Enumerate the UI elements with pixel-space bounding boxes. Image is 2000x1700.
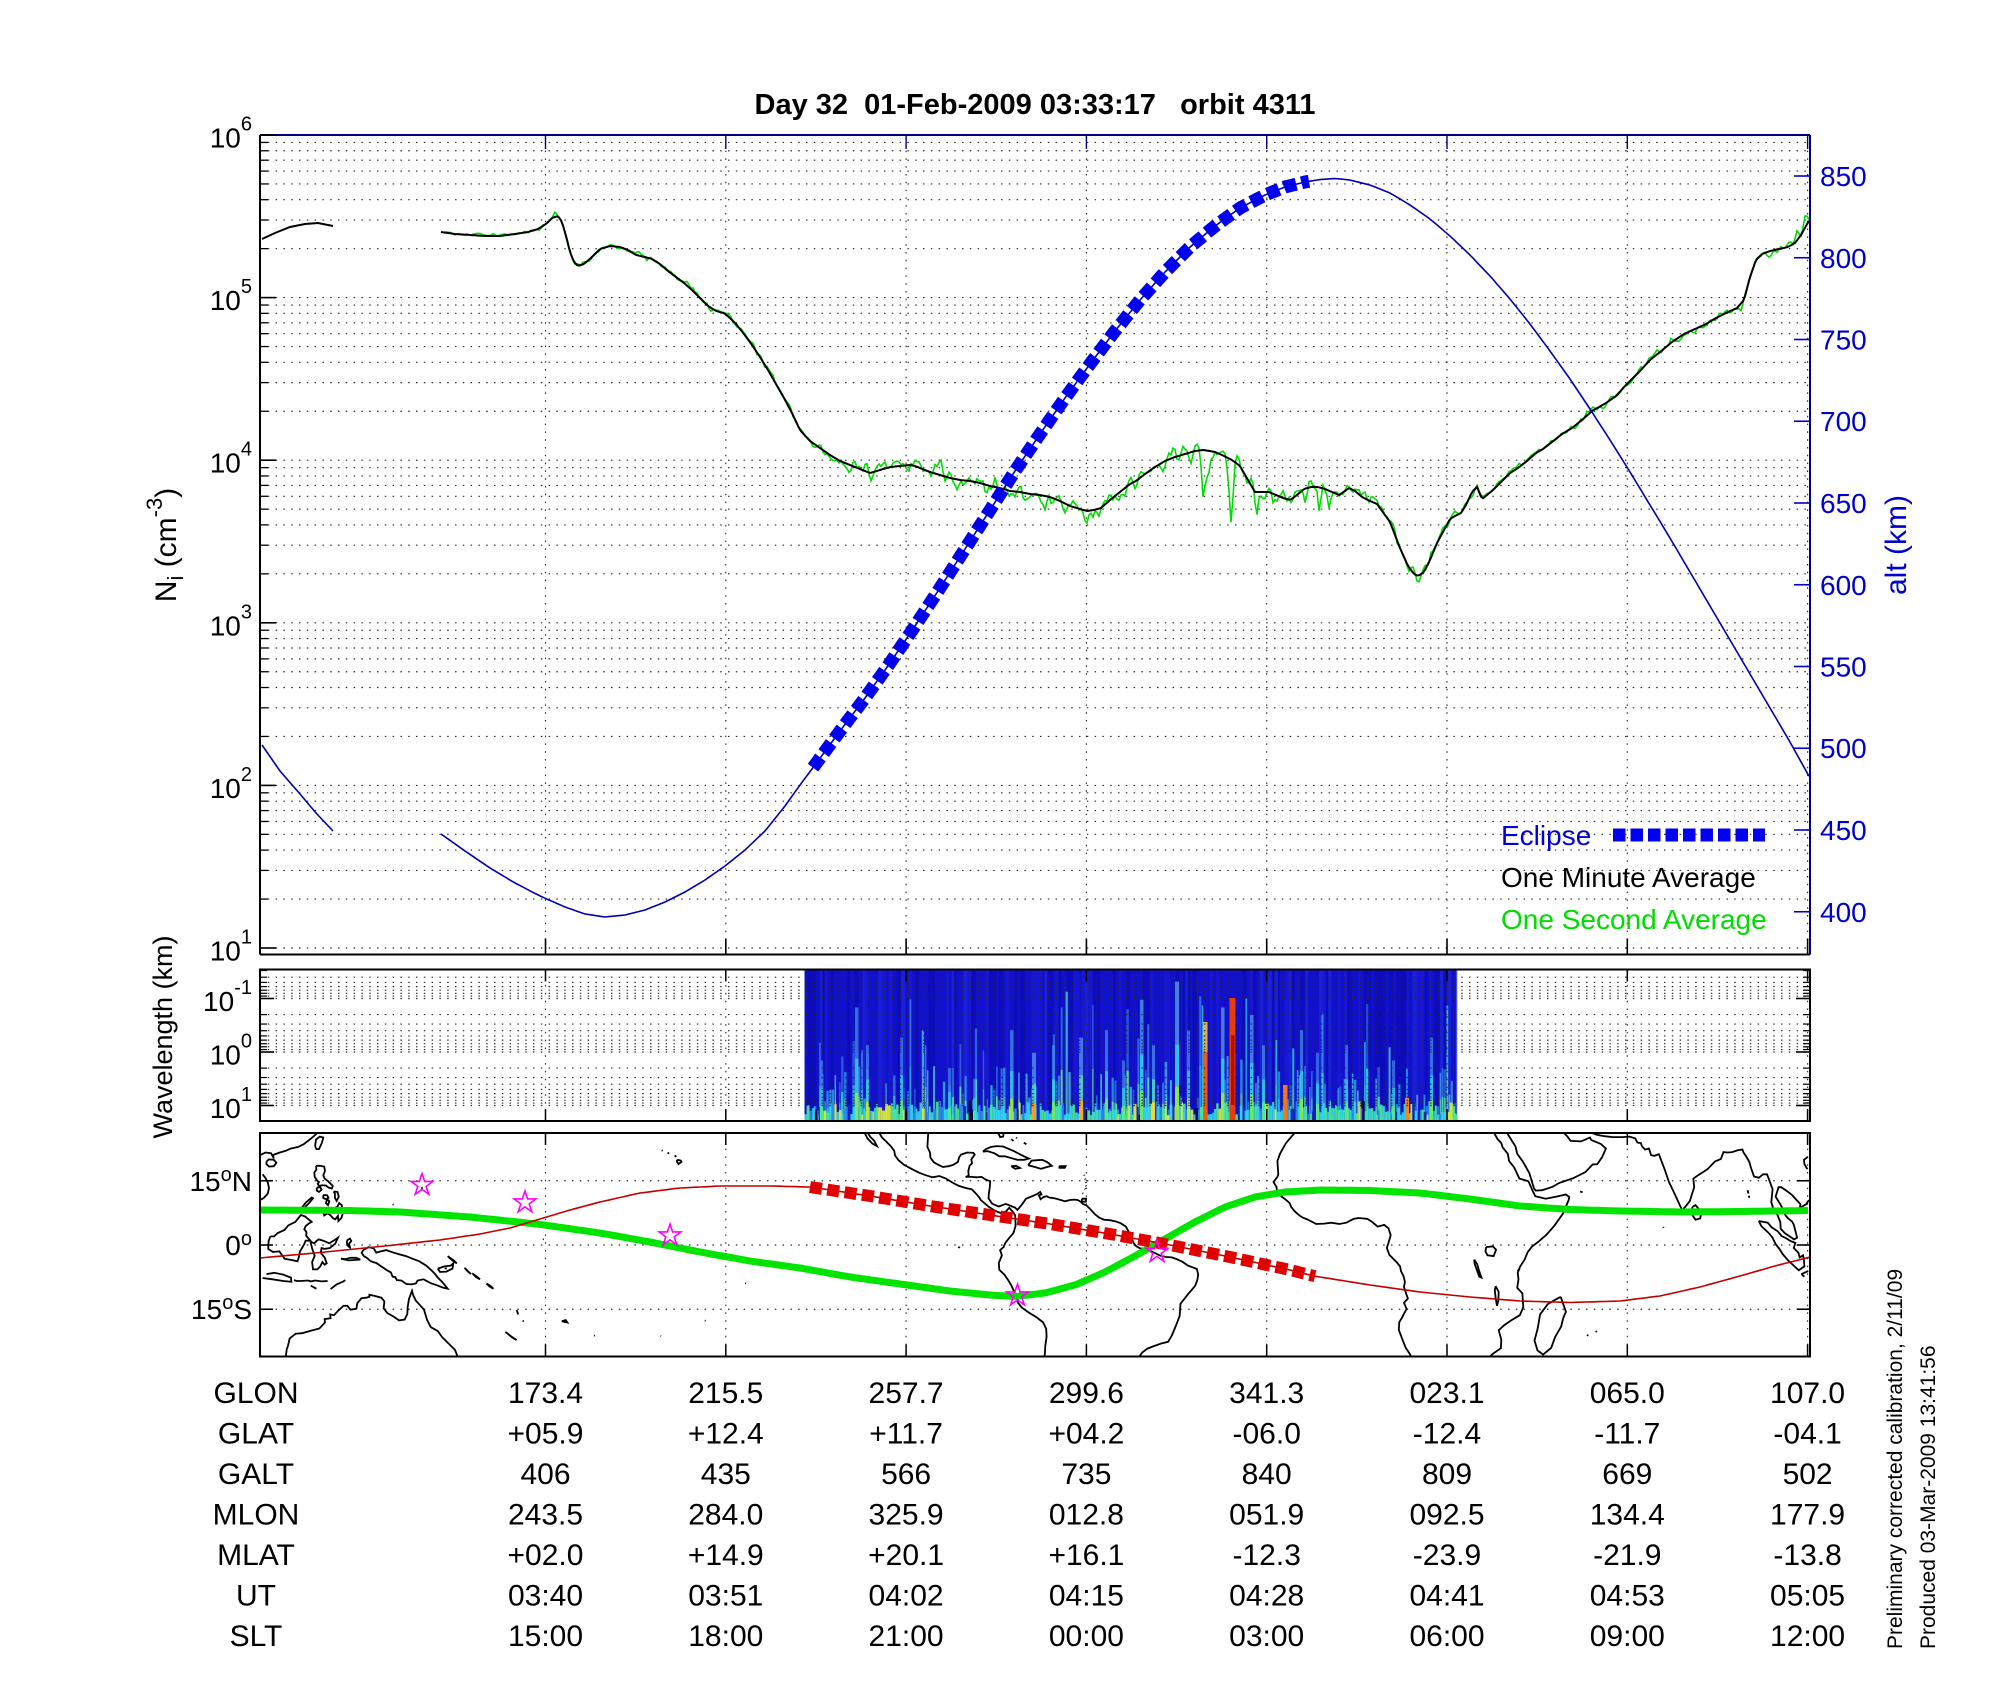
- svg-text:04:41: 04:41: [1409, 1580, 1484, 1613]
- svg-text:04:53: 04:53: [1590, 1580, 1665, 1613]
- svg-text:800: 800: [1820, 243, 1867, 274]
- svg-text:06:00: 06:00: [1409, 1620, 1484, 1653]
- svg-text:177.9: 177.9: [1770, 1499, 1845, 1532]
- svg-text:MLAT: MLAT: [217, 1539, 295, 1572]
- svg-text:284.0: 284.0: [688, 1499, 763, 1532]
- svg-text:Day 32 01-Feb-2009 03:33:17: Day 32 01-Feb-2009 03:33:17 orbit 4311: [755, 89, 1316, 121]
- svg-text:15oS: 15oS: [191, 1292, 252, 1325]
- svg-text:134.4: 134.4: [1590, 1499, 1665, 1532]
- svg-text:700: 700: [1820, 406, 1867, 437]
- svg-text:04:28: 04:28: [1229, 1580, 1304, 1613]
- svg-text:600: 600: [1820, 570, 1867, 601]
- svg-text:566: 566: [881, 1458, 931, 1491]
- svg-text:-11.7: -11.7: [1594, 1418, 1660, 1451]
- svg-text:03:40: 03:40: [508, 1580, 583, 1613]
- svg-text:+11.7: +11.7: [869, 1418, 943, 1451]
- svg-text:+05.9: +05.9: [508, 1418, 584, 1451]
- svg-text:+12.4: +12.4: [688, 1418, 764, 1451]
- svg-text:00:00: 00:00: [1049, 1620, 1124, 1653]
- svg-text:051.9: 051.9: [1229, 1499, 1304, 1532]
- svg-text:243.5: 243.5: [508, 1499, 583, 1532]
- svg-text:-23.9: -23.9: [1413, 1539, 1481, 1572]
- svg-text:650: 650: [1820, 488, 1867, 519]
- svg-text:012.8: 012.8: [1049, 1499, 1124, 1532]
- svg-text:12:00: 12:00: [1770, 1620, 1845, 1653]
- svg-text:092.5: 092.5: [1409, 1499, 1484, 1532]
- svg-text:173.4: 173.4: [508, 1377, 583, 1410]
- svg-text:850: 850: [1820, 161, 1867, 192]
- svg-text:UT: UT: [236, 1580, 276, 1613]
- svg-text:257.7: 257.7: [869, 1377, 944, 1410]
- svg-text:+14.9: +14.9: [688, 1539, 764, 1572]
- svg-text:299.6: 299.6: [1049, 1377, 1124, 1410]
- svg-text:809: 809: [1422, 1458, 1472, 1491]
- svg-text:15:00: 15:00: [508, 1620, 583, 1653]
- svg-text:500: 500: [1820, 733, 1867, 764]
- svg-text:-06.0: -06.0: [1233, 1418, 1301, 1451]
- svg-text:03:00: 03:00: [1229, 1620, 1304, 1653]
- svg-text:-12.4: -12.4: [1413, 1418, 1481, 1451]
- svg-text:-12.3: -12.3: [1233, 1539, 1301, 1572]
- svg-text:-13.8: -13.8: [1773, 1539, 1841, 1572]
- svg-text:alt (km): alt (km): [1880, 495, 1913, 595]
- svg-text:+04.2: +04.2: [1048, 1418, 1124, 1451]
- svg-text:One Minute Average: One Minute Average: [1501, 862, 1756, 893]
- svg-text:03:51: 03:51: [688, 1580, 763, 1613]
- svg-text:341.3: 341.3: [1229, 1377, 1304, 1410]
- svg-text:SLT: SLT: [230, 1620, 283, 1653]
- svg-text:04:15: 04:15: [1049, 1580, 1124, 1613]
- svg-text:04:02: 04:02: [869, 1580, 944, 1613]
- svg-text:+16.1: +16.1: [1048, 1539, 1124, 1572]
- svg-text:Preliminary corrected calibrat: Preliminary corrected calibration, 2/11/…: [1884, 1269, 1907, 1649]
- svg-text:18:00: 18:00: [688, 1620, 763, 1653]
- svg-text:-21.9: -21.9: [1593, 1539, 1661, 1572]
- svg-text:GALT: GALT: [218, 1458, 294, 1491]
- svg-text:502: 502: [1783, 1458, 1833, 1491]
- svg-text:023.1: 023.1: [1409, 1377, 1484, 1410]
- svg-text:GLON: GLON: [213, 1377, 298, 1410]
- svg-text:400: 400: [1820, 897, 1867, 928]
- svg-text:325.9: 325.9: [869, 1499, 944, 1532]
- svg-text:065.0: 065.0: [1590, 1377, 1665, 1410]
- svg-text:+02.0: +02.0: [508, 1539, 584, 1572]
- svg-text:406: 406: [520, 1458, 570, 1491]
- svg-text:107.0: 107.0: [1770, 1377, 1845, 1410]
- svg-text:05:05: 05:05: [1770, 1580, 1845, 1613]
- svg-text:750: 750: [1820, 325, 1867, 356]
- svg-text:MLON: MLON: [213, 1499, 300, 1532]
- svg-text:One Second Average: One Second Average: [1501, 904, 1767, 935]
- svg-text:669: 669: [1602, 1458, 1652, 1491]
- svg-text:435: 435: [701, 1458, 751, 1491]
- svg-text:Produced 03-Mar-2009 13:41:56: Produced 03-Mar-2009 13:41:56: [1917, 1345, 1940, 1649]
- svg-text:+20.1: +20.1: [868, 1539, 944, 1572]
- svg-text:550: 550: [1820, 652, 1867, 683]
- svg-text:Wavelength (km): Wavelength (km): [148, 935, 178, 1138]
- svg-text:840: 840: [1242, 1458, 1292, 1491]
- svg-text:735: 735: [1061, 1458, 1111, 1491]
- svg-text:450: 450: [1820, 815, 1867, 846]
- svg-text:09:00: 09:00: [1590, 1620, 1665, 1653]
- svg-text:21:00: 21:00: [869, 1620, 944, 1653]
- svg-text:GLAT: GLAT: [218, 1418, 294, 1451]
- svg-text:215.5: 215.5: [688, 1377, 763, 1410]
- svg-text:-04.1: -04.1: [1773, 1418, 1841, 1451]
- svg-text:Eclipse: Eclipse: [1501, 820, 1591, 851]
